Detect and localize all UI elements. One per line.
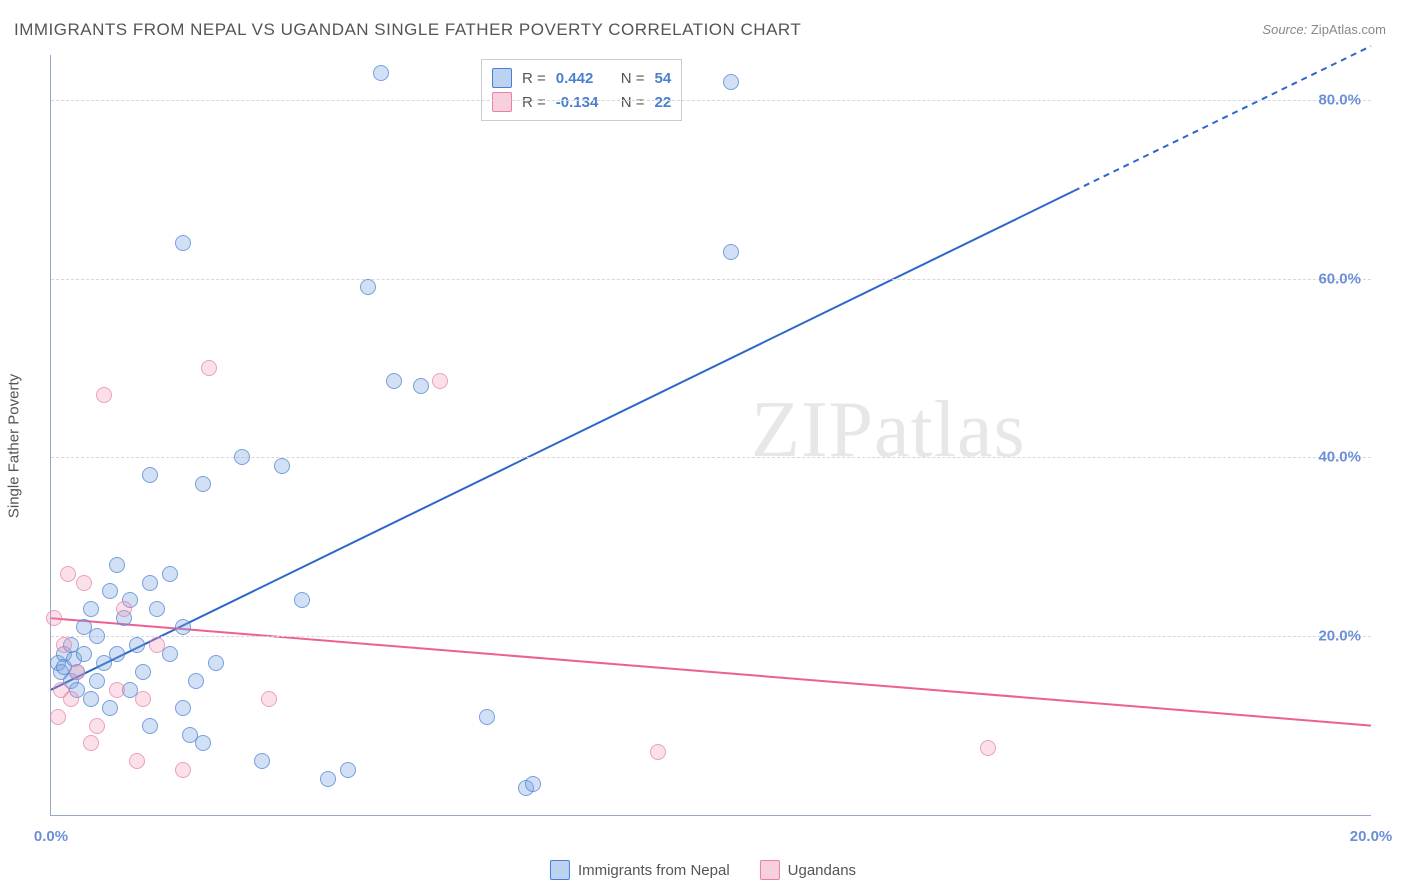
scatter-point bbox=[60, 566, 76, 582]
trend-line bbox=[51, 618, 1371, 725]
scatter-point bbox=[723, 74, 739, 90]
scatter-point bbox=[109, 557, 125, 573]
scatter-point bbox=[149, 637, 165, 653]
scatter-point bbox=[129, 637, 145, 653]
scatter-point bbox=[76, 646, 92, 662]
scatter-point bbox=[188, 673, 204, 689]
legend-label: Immigrants from Nepal bbox=[578, 862, 730, 879]
y-tick-label: 20.0% bbox=[1318, 628, 1361, 645]
correlation-row: R = -0.134 N = 22 bbox=[492, 90, 671, 114]
r-label: R = bbox=[522, 70, 546, 87]
legend-item: Ugandans bbox=[760, 860, 856, 880]
y-tick-label: 40.0% bbox=[1318, 449, 1361, 466]
legend-swatch-icon bbox=[760, 860, 780, 880]
scatter-point bbox=[373, 65, 389, 81]
correlation-row: R = 0.442 N = 54 bbox=[492, 66, 671, 90]
correlation-legend-box: R = 0.442 N = 54 R = -0.134 N = 22 bbox=[481, 59, 682, 121]
scatter-point bbox=[102, 583, 118, 599]
legend-swatch-icon bbox=[492, 92, 512, 112]
scatter-point bbox=[175, 235, 191, 251]
trend-line-dashed bbox=[1074, 46, 1371, 191]
scatter-point bbox=[294, 592, 310, 608]
legend-swatch-icon bbox=[492, 68, 512, 88]
scatter-point bbox=[56, 637, 72, 653]
series-legend: Immigrants from Nepal Ugandans bbox=[550, 860, 856, 880]
r-value: 0.442 bbox=[556, 70, 611, 87]
scatter-point bbox=[50, 709, 66, 725]
scatter-point bbox=[360, 279, 376, 295]
gridline-horizontal bbox=[51, 636, 1371, 637]
y-tick-label: 60.0% bbox=[1318, 270, 1361, 287]
scatter-point bbox=[96, 387, 112, 403]
gridline-horizontal bbox=[51, 279, 1371, 280]
scatter-point bbox=[479, 709, 495, 725]
scatter-point bbox=[413, 378, 429, 394]
n-label: N = bbox=[621, 94, 645, 111]
scatter-point bbox=[175, 762, 191, 778]
scatter-point bbox=[89, 718, 105, 734]
scatter-point bbox=[129, 753, 145, 769]
scatter-point bbox=[109, 646, 125, 662]
scatter-point bbox=[89, 628, 105, 644]
scatter-point bbox=[175, 619, 191, 635]
scatter-point bbox=[76, 575, 92, 591]
scatter-point bbox=[650, 744, 666, 760]
y-tick-label: 80.0% bbox=[1318, 91, 1361, 108]
scatter-point bbox=[261, 691, 277, 707]
scatter-point bbox=[208, 655, 224, 671]
y-axis-label: Single Father Poverty bbox=[6, 374, 23, 518]
r-value: -0.134 bbox=[556, 94, 611, 111]
chart-title: IMMIGRANTS FROM NEPAL VS UGANDAN SINGLE … bbox=[14, 20, 801, 40]
source-value: ZipAtlas.com bbox=[1311, 22, 1386, 37]
scatter-point bbox=[195, 476, 211, 492]
scatter-point bbox=[340, 762, 356, 778]
trend-line bbox=[51, 191, 1074, 690]
scatter-point bbox=[102, 700, 118, 716]
r-label: R = bbox=[522, 94, 546, 111]
scatter-point bbox=[83, 735, 99, 751]
n-label: N = bbox=[621, 70, 645, 87]
scatter-point bbox=[142, 718, 158, 734]
scatter-point bbox=[69, 664, 85, 680]
scatter-point bbox=[142, 467, 158, 483]
n-value: 22 bbox=[655, 94, 672, 111]
scatter-point bbox=[63, 691, 79, 707]
scatter-point bbox=[320, 771, 336, 787]
scatter-point bbox=[723, 244, 739, 260]
x-tick-label: 0.0% bbox=[34, 828, 68, 845]
scatter-point bbox=[89, 673, 105, 689]
scatter-point bbox=[149, 601, 165, 617]
scatter-point bbox=[175, 700, 191, 716]
legend-label: Ugandans bbox=[788, 862, 856, 879]
scatter-point bbox=[195, 735, 211, 751]
n-value: 54 bbox=[655, 70, 672, 87]
scatter-point bbox=[116, 601, 132, 617]
scatter-point bbox=[142, 575, 158, 591]
scatter-point bbox=[254, 753, 270, 769]
scatter-point bbox=[432, 373, 448, 389]
scatter-point bbox=[162, 646, 178, 662]
scatter-point bbox=[234, 449, 250, 465]
scatter-point bbox=[83, 691, 99, 707]
source-label: Source: bbox=[1262, 22, 1307, 37]
source-attribution: Source: ZipAtlas.com bbox=[1262, 22, 1386, 37]
scatter-point bbox=[135, 664, 151, 680]
trend-lines-svg bbox=[51, 55, 1371, 815]
gridline-horizontal bbox=[51, 100, 1371, 101]
scatter-point bbox=[386, 373, 402, 389]
scatter-point bbox=[201, 360, 217, 376]
plot-area: ZIPatlas R =0.442N =54R =-0.134N =22 20.… bbox=[50, 55, 1371, 816]
legend-item: Immigrants from Nepal bbox=[550, 860, 730, 880]
legend-swatch-icon bbox=[550, 860, 570, 880]
scatter-point bbox=[83, 601, 99, 617]
scatter-point bbox=[135, 691, 151, 707]
scatter-point bbox=[274, 458, 290, 474]
scatter-point bbox=[980, 740, 996, 756]
scatter-point bbox=[525, 776, 541, 792]
scatter-point bbox=[46, 610, 62, 626]
x-tick-label: 20.0% bbox=[1350, 828, 1393, 845]
scatter-point bbox=[162, 566, 178, 582]
scatter-point bbox=[109, 682, 125, 698]
